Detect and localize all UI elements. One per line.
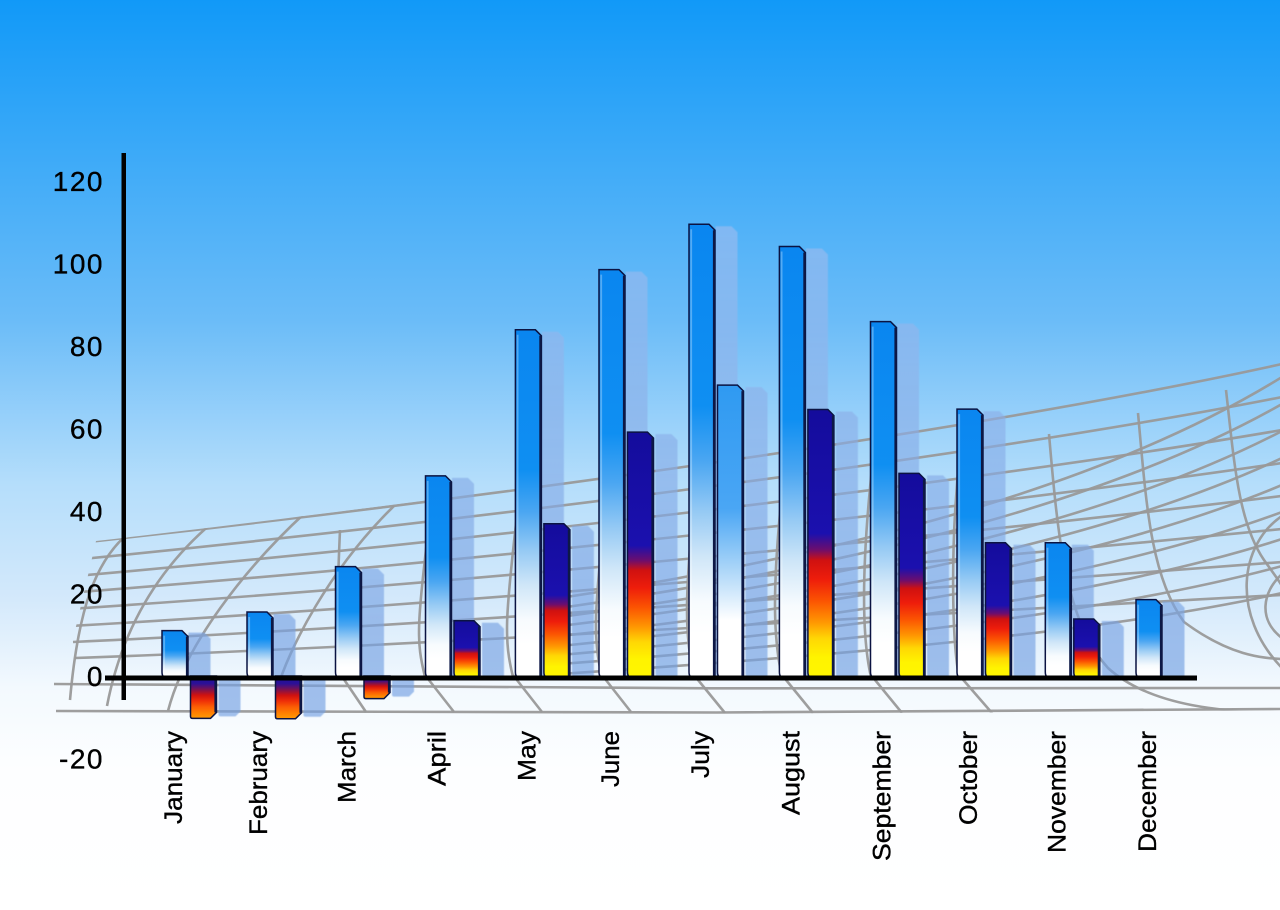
svg-text:0: 0 [87, 661, 104, 692]
svg-text:September: September [869, 731, 897, 861]
svg-text:January: January [160, 730, 188, 824]
svg-text:April: April [424, 731, 452, 786]
svg-text:80: 80 [70, 331, 104, 362]
svg-text:40: 40 [70, 496, 104, 527]
svg-text:60: 60 [70, 414, 104, 445]
svg-text:August: August [777, 731, 805, 815]
svg-text:June: June [597, 731, 625, 787]
svg-text:July: July [687, 730, 715, 778]
svg-text:October: October [955, 731, 983, 825]
svg-text:-20: -20 [59, 744, 104, 775]
svg-text:May: May [513, 730, 541, 781]
svg-text:20: 20 [70, 579, 104, 610]
svg-text:March: March [334, 731, 362, 803]
svg-text:120: 120 [53, 166, 104, 197]
svg-text:February: February [245, 730, 273, 835]
svg-text:100: 100 [53, 249, 104, 280]
svg-text:December: December [1134, 731, 1162, 852]
svg-text:November: November [1043, 731, 1071, 853]
